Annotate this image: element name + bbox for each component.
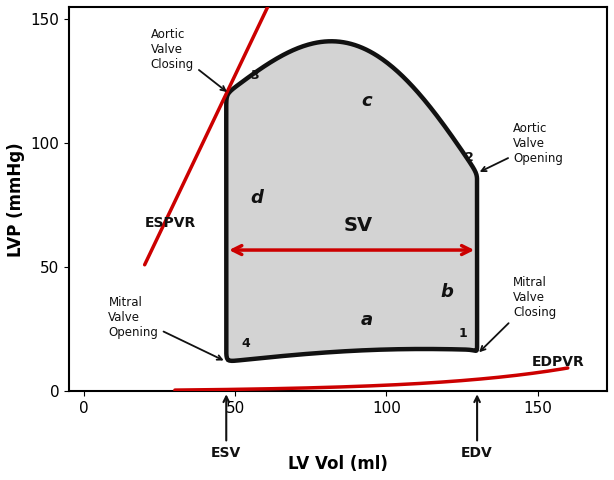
Text: 4: 4 [241,337,250,350]
Text: 2: 2 [465,151,474,164]
Text: 3: 3 [251,69,259,82]
Text: d: d [251,189,263,207]
Text: a: a [361,312,373,329]
Text: c: c [362,92,372,110]
Text: ESPVR: ESPVR [145,216,196,230]
Text: EDV: EDV [461,396,493,460]
Text: EDPVR: EDPVR [532,355,585,369]
X-axis label: LV Vol (ml): LV Vol (ml) [288,455,388,473]
Text: ESV: ESV [211,396,241,460]
Text: Aortic
Valve
Opening: Aortic Valve Opening [481,122,563,171]
Text: b: b [441,283,454,301]
Text: Mitral
Valve
Opening: Mitral Valve Opening [109,296,222,360]
Polygon shape [226,41,477,361]
Text: SV: SV [343,216,372,235]
Y-axis label: LVP (mmHg): LVP (mmHg) [7,142,25,256]
Text: Aortic
Valve
Closing: Aortic Valve Closing [150,28,225,91]
Text: Mitral
Valve
Closing: Mitral Valve Closing [481,276,557,351]
Text: 1: 1 [459,327,468,340]
